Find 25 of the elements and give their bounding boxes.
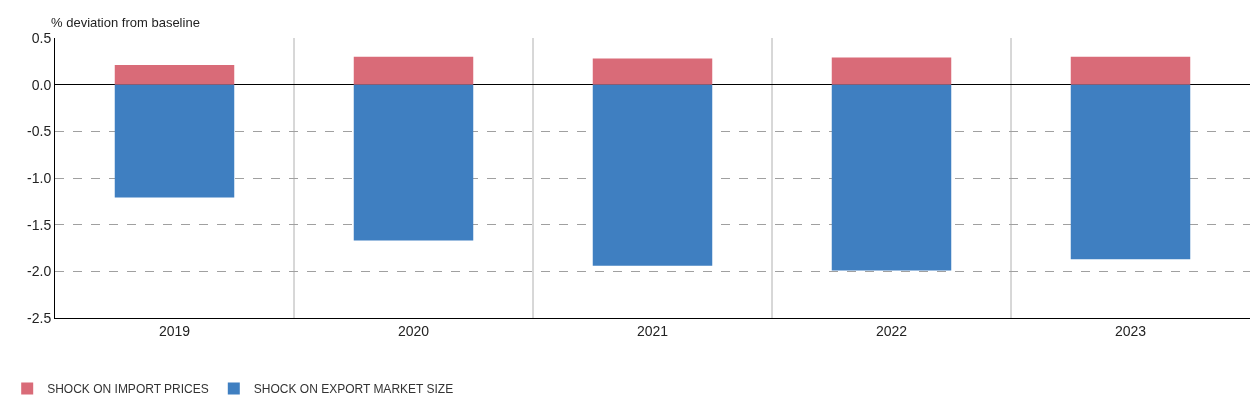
x-tick-label: 2022 (875, 322, 908, 339)
bar (831, 57, 952, 85)
x-tick-label: 2021 (636, 322, 669, 339)
legend-label: SHOCK ON EXPORT MARKET SIZE (253, 382, 454, 397)
x-tick-label: 2019 (158, 322, 191, 339)
bar (1070, 84, 1191, 260)
bar (592, 58, 713, 85)
bar (114, 65, 235, 85)
y-tick-label: -2.5 (27, 309, 52, 326)
y-tick-label: -2.0 (27, 263, 52, 280)
y-tick-label: -1.0 (27, 169, 52, 186)
bar (1070, 56, 1191, 85)
bar (831, 84, 952, 271)
x-tick-label: 2023 (1114, 322, 1147, 339)
legend-label: SHOCK ON IMPORT PRICES (47, 382, 209, 397)
bar (353, 56, 474, 85)
y-tick-label: -0.5 (27, 123, 52, 140)
bar (592, 84, 713, 266)
y-axis-title: % deviation from baseline (51, 15, 200, 30)
y-tick-label: 0.0 (31, 76, 52, 93)
x-tick-label: 2020 (397, 322, 430, 339)
bar (114, 84, 235, 198)
bar (353, 84, 474, 241)
y-tick-label: 0.5 (31, 29, 52, 46)
y-tick-label: -1.5 (27, 216, 52, 233)
